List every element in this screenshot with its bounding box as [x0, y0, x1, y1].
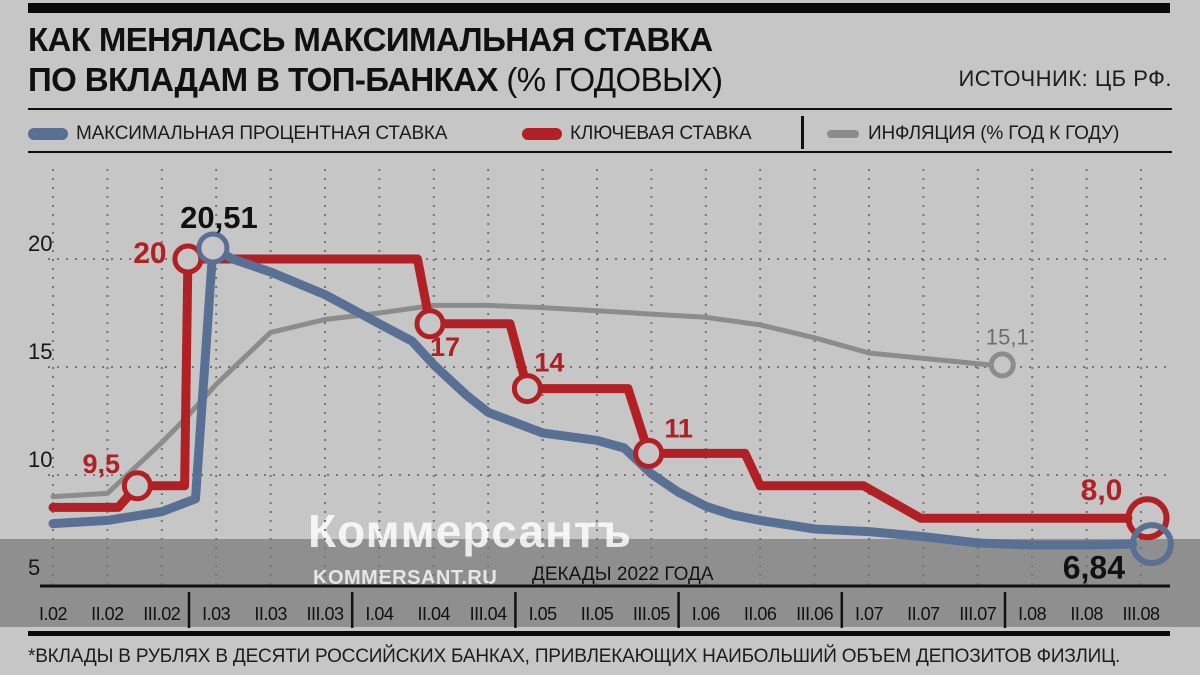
- x-tick-label: II.04: [418, 604, 451, 624]
- watermark-band: [0, 539, 1200, 627]
- legend-label-inflation: ИНФЛЯЦИЯ (% ГОД К ГОДУ): [868, 123, 1120, 144]
- x-tick-label: I.08: [1018, 604, 1047, 624]
- x-tick-label: II.05: [581, 604, 614, 624]
- footnote: *ВКЛАДЫ В РУБЛЯХ В ДЕСЯТИ РОССИЙСКИХ БАН…: [28, 646, 1121, 667]
- watermark-site: KOMMERSANT.RU: [313, 567, 497, 589]
- x-tick-label: II.03: [254, 604, 287, 624]
- legend-divider: [801, 116, 804, 149]
- marker-label-11: 11: [664, 414, 693, 444]
- legend-swatch-inflation: [827, 130, 859, 138]
- series-line-key_rate: [48, 254, 1133, 523]
- source-label: ИСТОЧНИК: ЦБ РФ.: [958, 66, 1172, 91]
- marker-max_rate-6,84: [1129, 522, 1174, 567]
- x-tick-label: I.06: [692, 604, 721, 624]
- marker-key_rate-8,0: [1125, 496, 1170, 541]
- marker-label-14: 14: [534, 348, 564, 378]
- marker-label-15,1: 15,1: [986, 325, 1029, 350]
- x-tick-label: II.06: [744, 604, 777, 624]
- x-tick-label: II.08: [1070, 604, 1103, 624]
- x-tick-label: I.03: [202, 604, 231, 624]
- x-tick-label: III.02: [143, 604, 181, 624]
- series-line-inflation: [50, 302, 992, 500]
- x-tick-label: III.05: [633, 604, 671, 624]
- marker-label-17: 17: [430, 332, 460, 362]
- legend-swatch-max-rate: [28, 128, 68, 140]
- marker-key_rate-17: [414, 308, 446, 340]
- title-line-2: ПО ВКЛАДАМ В ТОП-БАНКАХ (% ГОДОВЫХ): [28, 61, 723, 98]
- x-tick-label: II.07: [907, 604, 940, 624]
- legend-label-key-rate: КЛЮЧЕВАЯ СТАВКА: [570, 123, 752, 144]
- x-tick-label: III.08: [1122, 604, 1160, 624]
- legend-swatch-key-rate: [522, 128, 562, 140]
- x-tick-label: III.06: [796, 604, 834, 624]
- y-tick-label: 15: [28, 339, 52, 364]
- marker-label-6,84: 6,84: [1063, 550, 1125, 586]
- marker-label-9,5: 9,5: [83, 449, 121, 479]
- x-tick-label: I.04: [365, 604, 394, 624]
- x-tick-label: III.03: [306, 604, 344, 624]
- divider-bottom: [28, 631, 1170, 636]
- marker-key_rate-9,5: [121, 470, 153, 502]
- x-tick-label: III.04: [470, 604, 508, 624]
- x-tick-label: II.02: [91, 604, 124, 624]
- marker-label-20: 20: [133, 237, 166, 270]
- marker-inflation-15,1: [988, 351, 1016, 379]
- marker-key_rate-14: [511, 373, 543, 405]
- top-accent-bar: [28, 3, 1170, 13]
- marker-label-20,51: 20,51: [180, 200, 258, 235]
- title-line-1: КАК МЕНЯЛАСЬ МАКСИМАЛЬНАЯ СТАВКА: [28, 21, 713, 58]
- marker-max_rate-20,51: [196, 231, 230, 265]
- page-title: КАК МЕНЯЛАСЬ МАКСИМАЛЬНАЯ СТАВКА ПО ВКЛА…: [28, 20, 723, 100]
- title-units: (% ГОДОВЫХ): [506, 61, 723, 98]
- x-tick-label: I.02: [39, 604, 68, 624]
- x-tick-label: I.05: [529, 604, 558, 624]
- series-line-max_rate: [48, 243, 1138, 550]
- marker-key_rate-11: [633, 437, 665, 469]
- watermark-brand: Коммерсантъ: [308, 505, 632, 557]
- divider-top: [28, 108, 1172, 110]
- x-tick-label: I.07: [855, 604, 884, 624]
- divider-legend-bottom: [28, 151, 1172, 153]
- legend-label-max-rate: МАКСИМАЛЬНАЯ ПРОЦЕНТНАЯ СТАВКА: [76, 123, 448, 144]
- y-tick-label: 5: [28, 555, 40, 580]
- y-tick-label: 20: [28, 231, 52, 256]
- y-tick-label: 10: [28, 447, 52, 472]
- x-axis-label: ДЕКАДЫ 2022 ГОДА: [532, 564, 714, 585]
- marker-label-8,0: 8,0: [1081, 474, 1123, 507]
- x-tick-label: III.07: [959, 604, 997, 624]
